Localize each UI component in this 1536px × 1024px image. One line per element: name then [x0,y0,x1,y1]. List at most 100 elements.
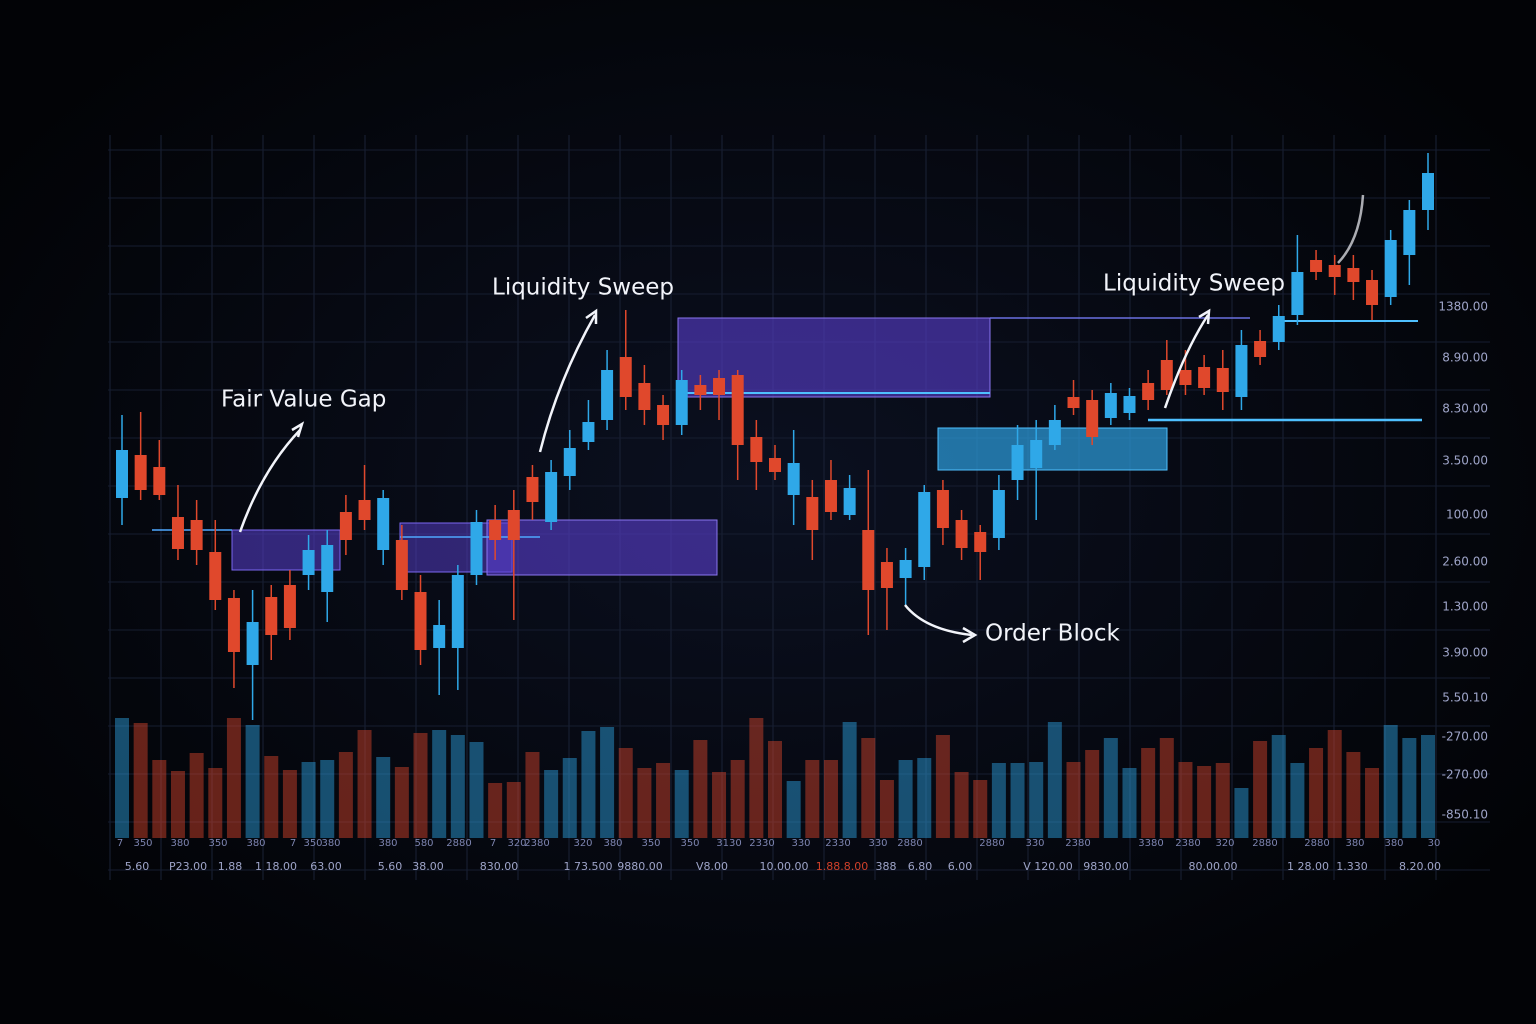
candle-body [358,500,371,520]
candle-body [582,422,595,442]
volume-bar [1029,762,1044,838]
bottom-label: P23.00 [169,860,207,873]
candle-body [1347,268,1360,282]
volume-bar [1103,738,1118,838]
volume-bar [861,738,876,838]
bottom-label: 2380 [524,838,549,849]
arrow-head [291,421,305,438]
volume-bar [973,780,988,838]
price-label: 3.50.00 [1442,454,1488,468]
candle-body [601,370,614,420]
candle-body [134,455,147,490]
bottom-label: 9830.00 [1083,860,1129,873]
volume-bar [152,760,167,838]
price-label: 1.30.00 [1442,600,1488,614]
candle-body [843,488,856,515]
candle-body [209,552,222,600]
candle-body [395,540,408,590]
candle-body [265,597,278,635]
annotation: Fair Value Gap [221,387,386,413]
volume-bar [1309,748,1324,838]
candle-body [190,520,203,550]
candle-body [414,592,427,650]
candle-body [1384,240,1397,297]
candle-body [1011,445,1024,480]
bottom-label: 380 [170,838,189,849]
bottom-label: 1.88 [218,860,243,873]
bottom-label: 380 [1345,838,1364,849]
bottom-label: 38.00 [412,860,444,873]
candle-body [470,522,483,575]
arrows [238,194,1365,644]
bottom-label: 6.00 [948,860,973,873]
volume-bar [469,742,484,838]
bottom-label: 320 [1215,838,1234,849]
candle-body [489,520,502,540]
volume-bar [1159,738,1174,838]
volume-bar [1290,763,1305,838]
volume-bar [898,760,913,838]
volume-bar [282,770,297,838]
volume-bar [1047,722,1062,838]
volume-bar [245,725,260,838]
arrow [904,604,973,637]
candle-body [116,450,128,498]
bottom-label: 1.88.8.00 [816,860,868,873]
bottom-label: 2330 [749,838,774,849]
volume-bar [301,762,316,838]
volume-bar [450,735,465,838]
bottom-label: 330 [868,838,887,849]
volume-bar [506,782,521,838]
volume-bar [879,780,894,838]
volume-bar [1234,788,1249,838]
volume-bar [749,718,764,838]
price-label: 1380.00 [1438,300,1488,314]
candle-body [992,490,1005,538]
volume-bar [1421,735,1435,838]
arrow [1337,194,1365,264]
volume-bar [1365,768,1380,838]
candle-body [1142,383,1155,400]
candle-body [526,477,539,502]
candle-body [1328,265,1341,277]
volume-bar [637,768,652,838]
volume-bar [656,763,671,838]
zone [486,519,718,576]
candle-body [1422,173,1434,210]
volume-bar [264,756,279,838]
candle-body [713,378,726,395]
volume-bar [954,772,969,838]
volume-bar [338,752,353,838]
bottom-label: 320 [507,838,526,849]
candle-body [862,530,875,590]
bottom-label: 80.00.00 [1189,860,1238,873]
arrow-head [1198,308,1211,325]
bottom-label: V 120.00 [1023,860,1073,873]
bottom-label: 3130 [716,838,741,849]
candle-body [302,550,315,575]
bottom-label: 2330 [825,838,850,849]
volume-bar [1383,725,1398,838]
candle-body [769,458,781,472]
candle-body [171,517,184,549]
candle-body [1104,393,1117,418]
bottom-label: 350 [303,838,322,849]
candle-body [1216,368,1229,392]
volume-bar [935,735,950,838]
annotation: Liquidity Sweep [492,275,674,301]
bottom-label: 3380 [1138,838,1163,849]
bottom-label: 380 [378,838,397,849]
volume-bar [115,718,129,838]
volume-bar [805,760,820,838]
volume-bar [208,768,223,838]
bottom-label: 9880.00 [617,860,663,873]
volume-bar [376,757,391,838]
volume-bar [170,771,185,838]
zones [152,317,1422,576]
volume-bar [413,733,428,838]
price-label: 8.30.00 [1442,402,1488,416]
candle-body [824,480,837,512]
bottom-label: 2880 [897,838,922,849]
bottom-label: 830.00 [480,860,519,873]
